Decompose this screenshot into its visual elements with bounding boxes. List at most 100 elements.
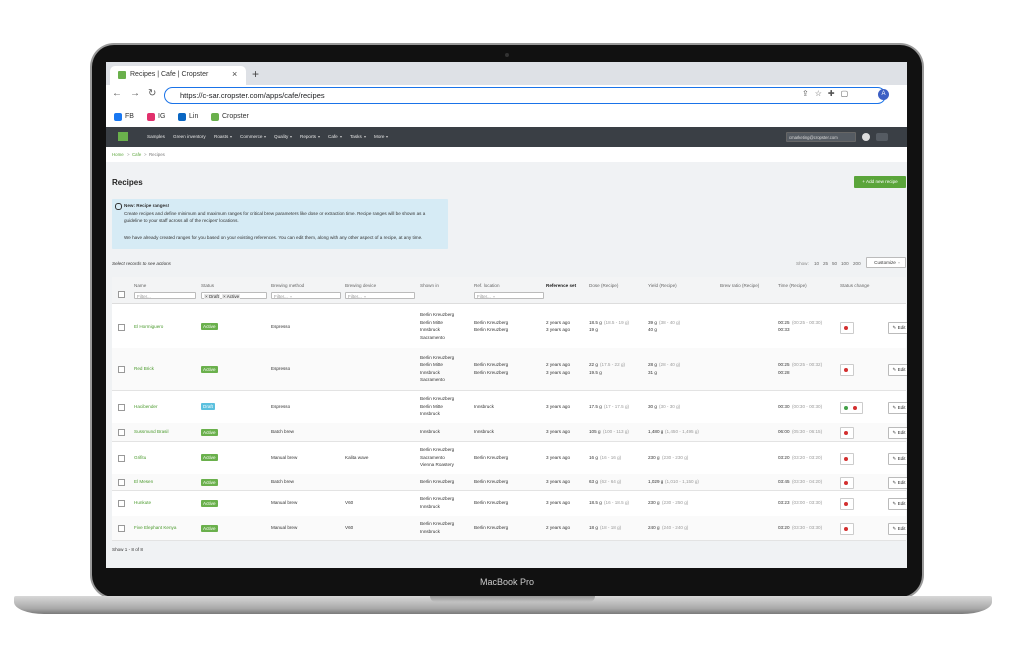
checkbox[interactable] [118, 291, 125, 298]
edit-button[interactable]: ✎ Edit [888, 427, 907, 439]
bookmark[interactable]: Cropster [222, 113, 249, 120]
status-dot[interactable] [844, 481, 848, 485]
breadcrumb[interactable]: Home [112, 152, 124, 157]
column-header[interactable]: Shown in [420, 283, 439, 288]
page-size[interactable]: 200 [853, 261, 861, 266]
column-header[interactable]: Name [134, 283, 147, 288]
edit-button[interactable]: ✎ Edit [888, 523, 907, 535]
bookmark-icon[interactable] [147, 113, 155, 121]
filter-chip[interactable]: × Draft [204, 294, 220, 299]
column-header[interactable]: Status [201, 283, 215, 288]
filter-input[interactable]: Filter... [134, 292, 196, 299]
status-change[interactable] [840, 427, 854, 439]
column-header[interactable]: Ref. location [474, 283, 500, 288]
help-icon[interactable] [862, 133, 870, 141]
new-tab[interactable]: + [252, 67, 260, 81]
recipe-name[interactable]: El Mesen [134, 479, 154, 484]
customize-button[interactable]: Customize [866, 257, 906, 268]
bookmark[interactable]: Lin [189, 113, 199, 120]
status-dot[interactable] [844, 405, 848, 410]
nav-item[interactable]: Reports [300, 134, 320, 139]
nav-buttons[interactable]: ←→↻ [112, 88, 165, 99]
checkbox[interactable] [118, 323, 125, 331]
bookmark[interactable]: IG [158, 113, 166, 120]
nav-item[interactable]: Cafe [328, 134, 342, 139]
column-header[interactable]: Status change [840, 283, 870, 288]
status-change[interactable] [840, 498, 854, 510]
tab[interactable] [110, 66, 246, 85]
page-size[interactable]: 50 [832, 261, 838, 266]
bookmark-icon[interactable] [211, 113, 219, 121]
tab-close[interactable]: × [232, 69, 238, 79]
column-header[interactable]: Brewing device [345, 283, 377, 288]
status-change[interactable] [840, 401, 863, 414]
checkbox[interactable] [118, 479, 125, 486]
column-header[interactable]: Brew ratio (Recipe) [720, 283, 760, 288]
status-change[interactable] [840, 321, 854, 334]
bookmark[interactable]: FB [125, 113, 134, 120]
edit-button[interactable]: ✎ Edit [888, 498, 907, 510]
nav-item[interactable]: Samples [147, 134, 165, 139]
avatar[interactable]: A [878, 89, 889, 100]
status-change[interactable] [840, 364, 854, 376]
nav-item[interactable]: Commerce [240, 134, 266, 139]
bookmark-icon[interactable] [178, 113, 186, 121]
edit-button[interactable]: ✎ Edit [888, 452, 907, 465]
checkbox[interactable] [118, 403, 125, 411]
nav-item[interactable]: Quality [274, 134, 292, 139]
nav-item[interactable]: Roasts [214, 134, 232, 139]
recipe-name[interactable]: Grifitu [134, 454, 147, 460]
page-size[interactable]: 100 [841, 261, 849, 266]
status-change[interactable] [840, 523, 854, 535]
app-logo[interactable] [118, 132, 128, 141]
status-dot[interactable] [844, 502, 848, 506]
checkbox[interactable] [118, 429, 125, 436]
status-dot[interactable] [853, 405, 857, 410]
edit-button[interactable]: ✎ Edit [888, 477, 907, 489]
ref-location: Berlin Kreuzberg [474, 525, 509, 530]
bookmark-icon[interactable] [114, 113, 122, 121]
user-menu[interactable]: cmarketing@cropster.com [786, 132, 856, 142]
chip-remove[interactable]: × [205, 294, 209, 299]
toolbar-icons[interactable]: ⇪☆✚▢ [802, 89, 855, 98]
filter-input[interactable]: Filter... [345, 292, 415, 299]
checkbox[interactable] [118, 525, 125, 532]
column-header[interactable]: Reference set [546, 283, 577, 288]
status-dot[interactable] [844, 368, 848, 372]
recipe-name[interactable]: Red Brick [134, 366, 154, 371]
filter-chip[interactable]: × Active [222, 294, 241, 299]
recipe-name[interactable]: Hunkute [134, 500, 152, 505]
column-header[interactable]: Time (Recipe) [778, 283, 807, 288]
page-size[interactable]: 10 [814, 261, 820, 266]
status-dot[interactable] [844, 325, 848, 330]
column-header[interactable]: Brewing method [271, 283, 305, 288]
settings-icon[interactable] [876, 133, 888, 141]
status-dot[interactable] [844, 431, 848, 435]
add-button[interactable]: + Add new recipe [854, 176, 906, 188]
status-change[interactable] [840, 452, 854, 465]
recipe-name[interactable]: Five Elephant Kenya [134, 525, 177, 530]
status-dot[interactable] [844, 456, 848, 461]
nav-item[interactable]: More [374, 134, 388, 139]
checkbox[interactable] [118, 454, 125, 462]
page-size[interactable]: 25 [823, 261, 829, 266]
column-header[interactable]: Yield (Recipe) [648, 283, 677, 288]
filter-input[interactable]: Filter... [271, 292, 341, 299]
status-change[interactable] [840, 477, 854, 489]
column-header[interactable]: Dose (Recipe) [589, 283, 619, 288]
edit-button[interactable]: ✎ Edit [888, 321, 907, 334]
recipe-name[interactable]: Sussmund Brasil [134, 429, 169, 434]
filter-input[interactable]: Filter... [474, 292, 544, 299]
edit-button[interactable]: ✎ Edit [888, 401, 907, 414]
recipe-name[interactable]: Hacibender [134, 403, 158, 409]
recipe-name[interactable]: El Hormiguero [134, 323, 164, 329]
filter-input[interactable]: × Draft × Active [201, 292, 267, 299]
edit-button[interactable]: ✎ Edit [888, 364, 907, 376]
breadcrumb[interactable]: Cafe [132, 152, 142, 157]
nav-item[interactable]: Tasks [350, 134, 366, 139]
checkbox[interactable] [118, 366, 125, 373]
chip-remove[interactable]: × [223, 294, 227, 299]
status-dot[interactable] [844, 527, 848, 531]
nav-item[interactable]: Green inventory [173, 134, 206, 139]
checkbox[interactable] [118, 500, 125, 507]
